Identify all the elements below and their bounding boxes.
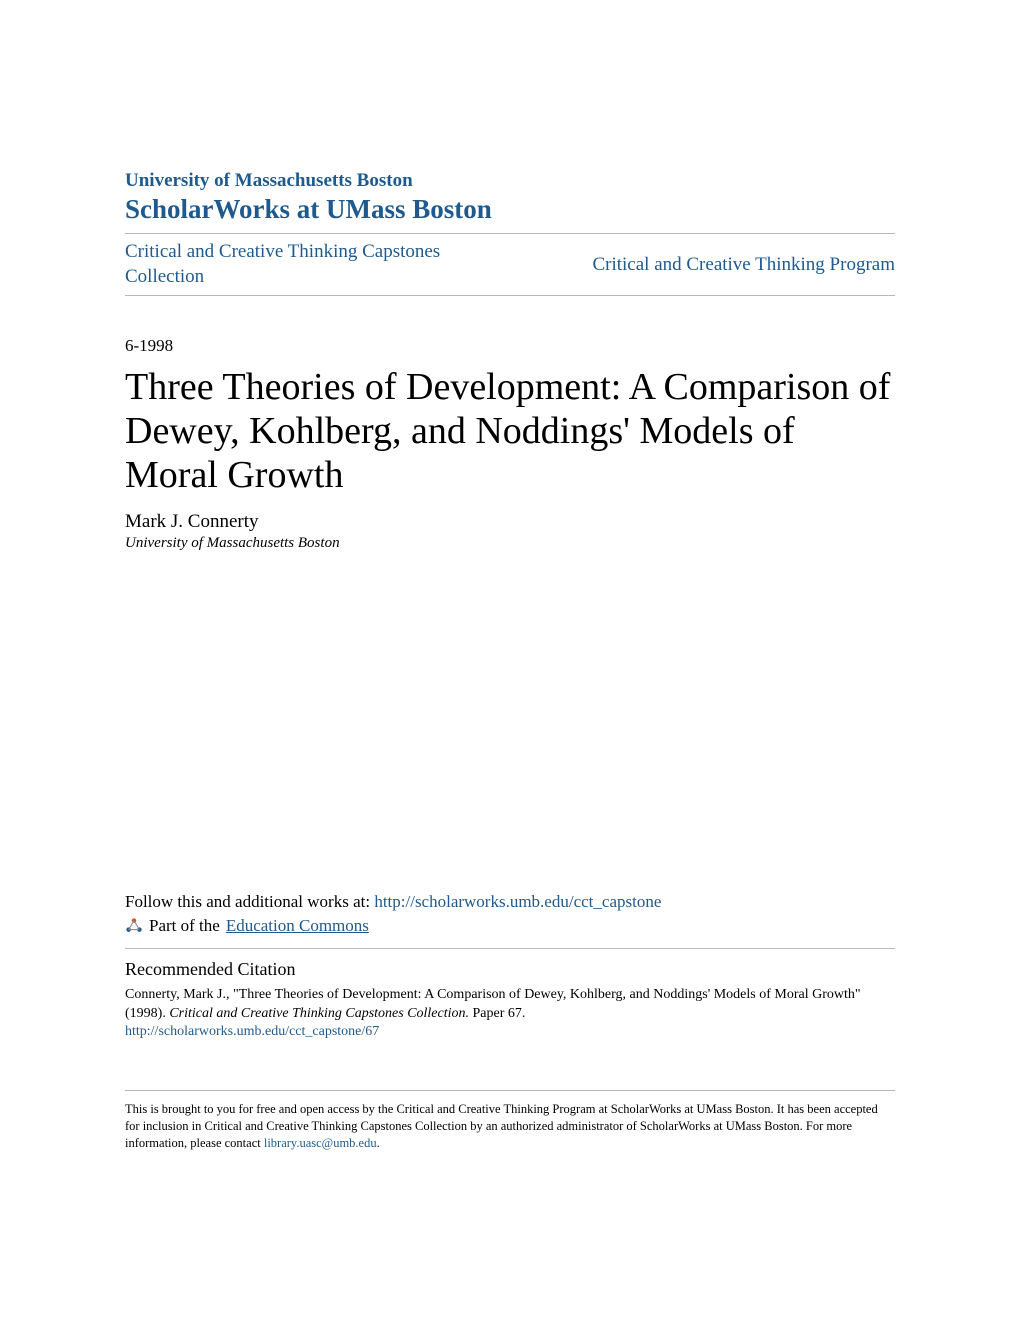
follow-text: Follow this and additional works at: htt…: [125, 892, 895, 912]
footer-email-link[interactable]: library.uasc@umb.edu: [264, 1136, 377, 1150]
footer-text: This is brought to you for free and open…: [125, 1101, 895, 1152]
author-affiliation: University of Massachusetts Boston: [125, 535, 895, 552]
footer-section: This is brought to you for free and open…: [125, 1090, 895, 1152]
citation-heading: Recommended Citation: [125, 959, 895, 980]
header-block: University of Massachusetts Boston Schol…: [125, 170, 895, 296]
partof-prefix: Part of the: [149, 916, 220, 936]
follow-prefix: Follow this and additional works at:: [125, 892, 374, 911]
follow-section: Follow this and additional works at: htt…: [125, 892, 895, 936]
follow-url-link[interactable]: http://scholarworks.umb.edu/cct_capstone: [374, 892, 661, 911]
repository-name[interactable]: ScholarWorks at UMass Boston: [125, 194, 895, 225]
collection-link[interactable]: Critical and Creative Thinking Capstones…: [125, 240, 465, 289]
citation-section: Recommended Citation Connerty, Mark J., …: [125, 948, 895, 1040]
breadcrumb-nav: Critical and Creative Thinking Capstones…: [125, 233, 895, 296]
footer-prefix: This is brought to you for free and open…: [125, 1102, 878, 1150]
partof-row: Part of the Education Commons: [125, 916, 895, 936]
publication-date: 6-1998: [125, 336, 895, 356]
author-name: Mark J. Connerty: [125, 511, 895, 533]
footer-suffix: .: [377, 1136, 380, 1150]
citation-url-link[interactable]: http://scholarworks.umb.edu/cct_capstone…: [125, 1024, 895, 1040]
page-title: Three Theories of Development: A Compari…: [125, 366, 895, 497]
citation-collection-italic: Critical and Creative Thinking Capstones…: [169, 1006, 469, 1021]
citation-text: Connerty, Mark J., "Three Theories of De…: [125, 986, 895, 1024]
university-name[interactable]: University of Massachusetts Boston: [125, 170, 895, 192]
citation-suffix: Paper 67.: [469, 1006, 525, 1021]
commons-link[interactable]: Education Commons: [226, 916, 369, 936]
network-icon: [125, 917, 143, 935]
program-link[interactable]: Critical and Creative Thinking Program: [592, 254, 895, 276]
